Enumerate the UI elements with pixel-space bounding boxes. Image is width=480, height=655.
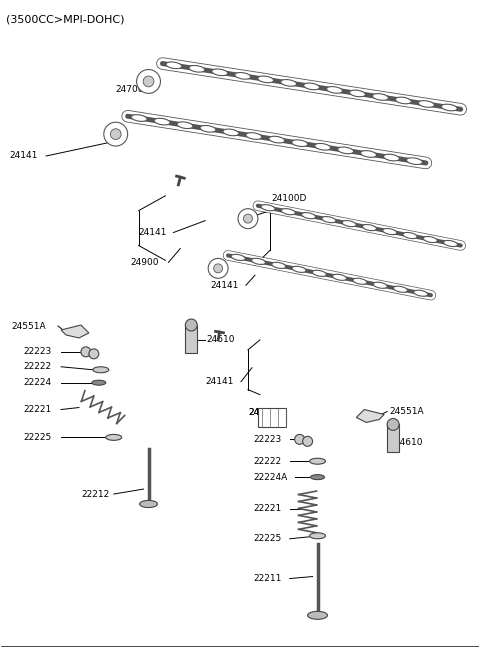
Ellipse shape xyxy=(383,229,397,234)
Text: 24610: 24610 xyxy=(206,335,235,345)
Circle shape xyxy=(81,347,91,357)
Ellipse shape xyxy=(252,258,265,265)
Text: 24200B: 24200B xyxy=(248,408,282,417)
Ellipse shape xyxy=(342,221,356,227)
Ellipse shape xyxy=(200,126,216,132)
Text: 24141: 24141 xyxy=(9,151,38,160)
Circle shape xyxy=(243,214,252,223)
Ellipse shape xyxy=(292,267,306,272)
Ellipse shape xyxy=(304,83,320,90)
Ellipse shape xyxy=(281,208,295,215)
Ellipse shape xyxy=(154,119,170,125)
Ellipse shape xyxy=(301,213,316,219)
Text: 22225: 22225 xyxy=(253,534,281,543)
Bar xyxy=(258,407,286,428)
Text: 24551A: 24551A xyxy=(389,407,424,416)
Text: 24141: 24141 xyxy=(210,281,239,290)
Ellipse shape xyxy=(423,236,437,242)
Polygon shape xyxy=(356,409,384,422)
Text: 22224A: 22224A xyxy=(253,473,287,481)
Ellipse shape xyxy=(93,367,109,373)
Text: 24100D: 24100D xyxy=(272,195,307,203)
Circle shape xyxy=(110,129,121,140)
Circle shape xyxy=(137,69,160,94)
Ellipse shape xyxy=(333,274,347,280)
Ellipse shape xyxy=(372,94,388,100)
Text: 22222: 22222 xyxy=(23,362,51,371)
Ellipse shape xyxy=(212,69,228,76)
Text: 22221: 22221 xyxy=(23,405,51,414)
Ellipse shape xyxy=(235,73,251,79)
Circle shape xyxy=(185,319,197,331)
Polygon shape xyxy=(61,325,89,338)
Ellipse shape xyxy=(419,101,434,107)
Ellipse shape xyxy=(373,282,387,288)
Text: 22223: 22223 xyxy=(23,347,51,356)
Ellipse shape xyxy=(326,86,343,93)
Text: (3500CC>MPI-DOHC): (3500CC>MPI-DOHC) xyxy=(6,15,125,25)
Ellipse shape xyxy=(353,278,367,284)
Ellipse shape xyxy=(384,154,399,161)
Ellipse shape xyxy=(414,290,428,296)
Ellipse shape xyxy=(360,151,376,157)
Circle shape xyxy=(143,76,154,87)
Bar xyxy=(185,325,197,353)
Ellipse shape xyxy=(444,240,457,246)
Text: 22211: 22211 xyxy=(253,574,281,583)
Ellipse shape xyxy=(315,143,331,150)
Text: 24200B: 24200B xyxy=(248,408,282,417)
Circle shape xyxy=(238,209,258,229)
Circle shape xyxy=(214,264,223,273)
Ellipse shape xyxy=(166,62,182,69)
Ellipse shape xyxy=(177,122,193,128)
Circle shape xyxy=(302,436,312,446)
Circle shape xyxy=(208,259,228,278)
Ellipse shape xyxy=(106,434,122,440)
Ellipse shape xyxy=(231,254,245,261)
Ellipse shape xyxy=(362,225,376,231)
Ellipse shape xyxy=(394,286,408,292)
Text: 24700: 24700 xyxy=(116,85,144,94)
Ellipse shape xyxy=(349,90,365,97)
Ellipse shape xyxy=(310,533,325,539)
Text: 22221: 22221 xyxy=(253,504,281,514)
Ellipse shape xyxy=(312,271,326,276)
Circle shape xyxy=(104,122,128,146)
Ellipse shape xyxy=(322,217,336,223)
Circle shape xyxy=(387,419,399,430)
Ellipse shape xyxy=(407,158,422,164)
Text: 22224: 22224 xyxy=(23,378,51,387)
Text: 24141: 24141 xyxy=(139,228,167,237)
Ellipse shape xyxy=(292,140,308,147)
Ellipse shape xyxy=(223,129,239,136)
Text: 22222: 22222 xyxy=(253,457,281,466)
Bar xyxy=(387,424,399,452)
Ellipse shape xyxy=(311,475,324,479)
Ellipse shape xyxy=(403,233,417,238)
Ellipse shape xyxy=(131,115,147,121)
Text: 24551A: 24551A xyxy=(12,322,46,331)
Ellipse shape xyxy=(272,262,286,269)
Ellipse shape xyxy=(92,380,106,385)
Text: 24900: 24900 xyxy=(131,258,159,267)
Circle shape xyxy=(295,434,305,444)
Text: 24610: 24610 xyxy=(394,438,422,447)
Text: 22212: 22212 xyxy=(81,489,109,498)
Ellipse shape xyxy=(246,133,262,140)
Ellipse shape xyxy=(308,611,327,619)
Ellipse shape xyxy=(189,66,205,72)
Ellipse shape xyxy=(281,79,297,86)
Ellipse shape xyxy=(310,458,325,464)
Ellipse shape xyxy=(269,136,285,143)
Ellipse shape xyxy=(140,500,157,508)
Ellipse shape xyxy=(337,147,354,154)
Text: 24141: 24141 xyxy=(205,377,234,386)
Ellipse shape xyxy=(396,97,411,103)
Ellipse shape xyxy=(441,104,457,111)
Text: 22223: 22223 xyxy=(253,435,281,444)
Circle shape xyxy=(89,349,99,359)
Ellipse shape xyxy=(261,204,275,211)
Text: 22225: 22225 xyxy=(23,433,51,442)
Ellipse shape xyxy=(258,76,274,83)
